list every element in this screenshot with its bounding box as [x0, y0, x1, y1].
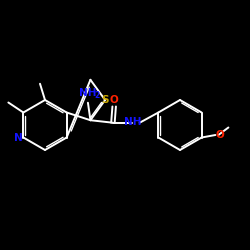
Text: 2: 2 [94, 92, 100, 100]
Text: N: N [14, 133, 23, 143]
Text: NH: NH [124, 118, 141, 128]
Text: S: S [101, 95, 109, 105]
Text: NH: NH [79, 88, 97, 98]
Text: O: O [110, 95, 118, 105]
Text: O: O [216, 130, 224, 140]
